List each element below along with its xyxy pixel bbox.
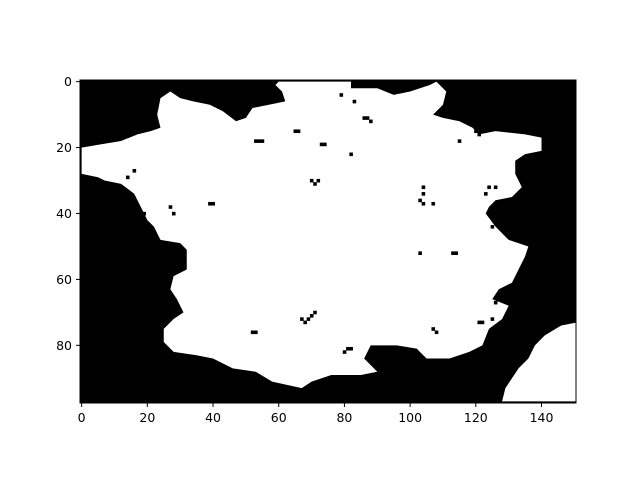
black-speckle: [132, 168, 137, 173]
black-speckle: [369, 119, 373, 124]
y-tick-label: 0: [64, 74, 72, 89]
black-speckle: [293, 129, 298, 134]
black-speckle: [421, 201, 426, 206]
x-tick-label: 140: [530, 410, 554, 425]
black-speckle: [349, 152, 353, 157]
black-speckle: [431, 327, 436, 331]
black-speckle: [490, 225, 495, 229]
black-speckle: [418, 251, 422, 255]
x-tick-label: 20: [139, 410, 155, 425]
black-speckle: [477, 320, 482, 325]
black-speckle: [418, 198, 422, 203]
black-speckle: [352, 99, 357, 104]
black-speckle: [171, 211, 176, 216]
black-speckle: [211, 201, 215, 206]
black-speckle: [306, 317, 311, 321]
black-speckle: [480, 320, 485, 325]
black-speckle: [484, 192, 488, 196]
x-tick-label: 0: [78, 410, 86, 425]
black-speckle: [503, 231, 508, 236]
black-speckle: [125, 175, 130, 180]
black-speckle: [434, 330, 439, 335]
x-axis: 0 20 40 60 80 100 120 140: [78, 403, 554, 425]
white-region-bottom-right: [502, 322, 576, 402]
y-tick-label: 40: [56, 206, 72, 221]
black-speckle: [362, 116, 367, 120]
y-tick-label: 60: [56, 272, 72, 287]
black-speckle: [454, 251, 459, 255]
black-speckle: [323, 142, 327, 147]
x-tick-label: 80: [336, 410, 352, 425]
black-speckle: [208, 201, 212, 206]
plot-frame: [79, 79, 577, 404]
black-speckle: [254, 330, 258, 335]
black-speckle: [303, 320, 307, 325]
black-speckle: [490, 317, 495, 321]
black-speckle: [451, 251, 455, 255]
x-tick-label: 100: [398, 410, 422, 425]
black-speckle: [142, 211, 146, 216]
black-speckle: [365, 116, 370, 120]
black-speckle: [346, 346, 350, 351]
x-tick-label: 60: [271, 410, 287, 425]
black-speckle: [319, 142, 324, 147]
black-speckle: [421, 185, 426, 190]
black-speckle: [313, 310, 317, 315]
black-speckle: [477, 132, 482, 137]
white-region-main: [81, 81, 542, 389]
black-speckle: [309, 314, 314, 318]
black-speckle: [497, 297, 501, 302]
black-speckle: [349, 346, 353, 351]
y-tick-label: 20: [56, 140, 72, 155]
black-speckle: [313, 182, 317, 186]
black-speckle: [300, 317, 304, 321]
x-tick-label: 40: [205, 410, 221, 425]
black-speckle: [487, 185, 491, 190]
x-tick-label: 120: [464, 410, 488, 425]
black-speckle: [457, 139, 462, 143]
black-speckle: [250, 330, 255, 335]
black-speckle: [257, 139, 261, 143]
black-speckle: [260, 139, 265, 143]
black-speckle: [474, 129, 478, 134]
y-axis: 0 20 40 60 80: [56, 74, 80, 353]
black-speckle: [339, 93, 344, 97]
binary-image: [81, 81, 576, 402]
black-speckle: [309, 178, 314, 183]
black-speckle: [296, 129, 301, 134]
black-speckle: [493, 300, 498, 305]
black-speckle: [431, 201, 436, 206]
black-speckle: [254, 139, 258, 143]
black-speckle: [342, 350, 347, 354]
y-tick-label: 80: [56, 338, 72, 353]
black-speckle: [493, 185, 498, 190]
black-speckle: [421, 192, 426, 196]
black-speckle: [168, 205, 173, 209]
black-speckle: [316, 178, 321, 183]
